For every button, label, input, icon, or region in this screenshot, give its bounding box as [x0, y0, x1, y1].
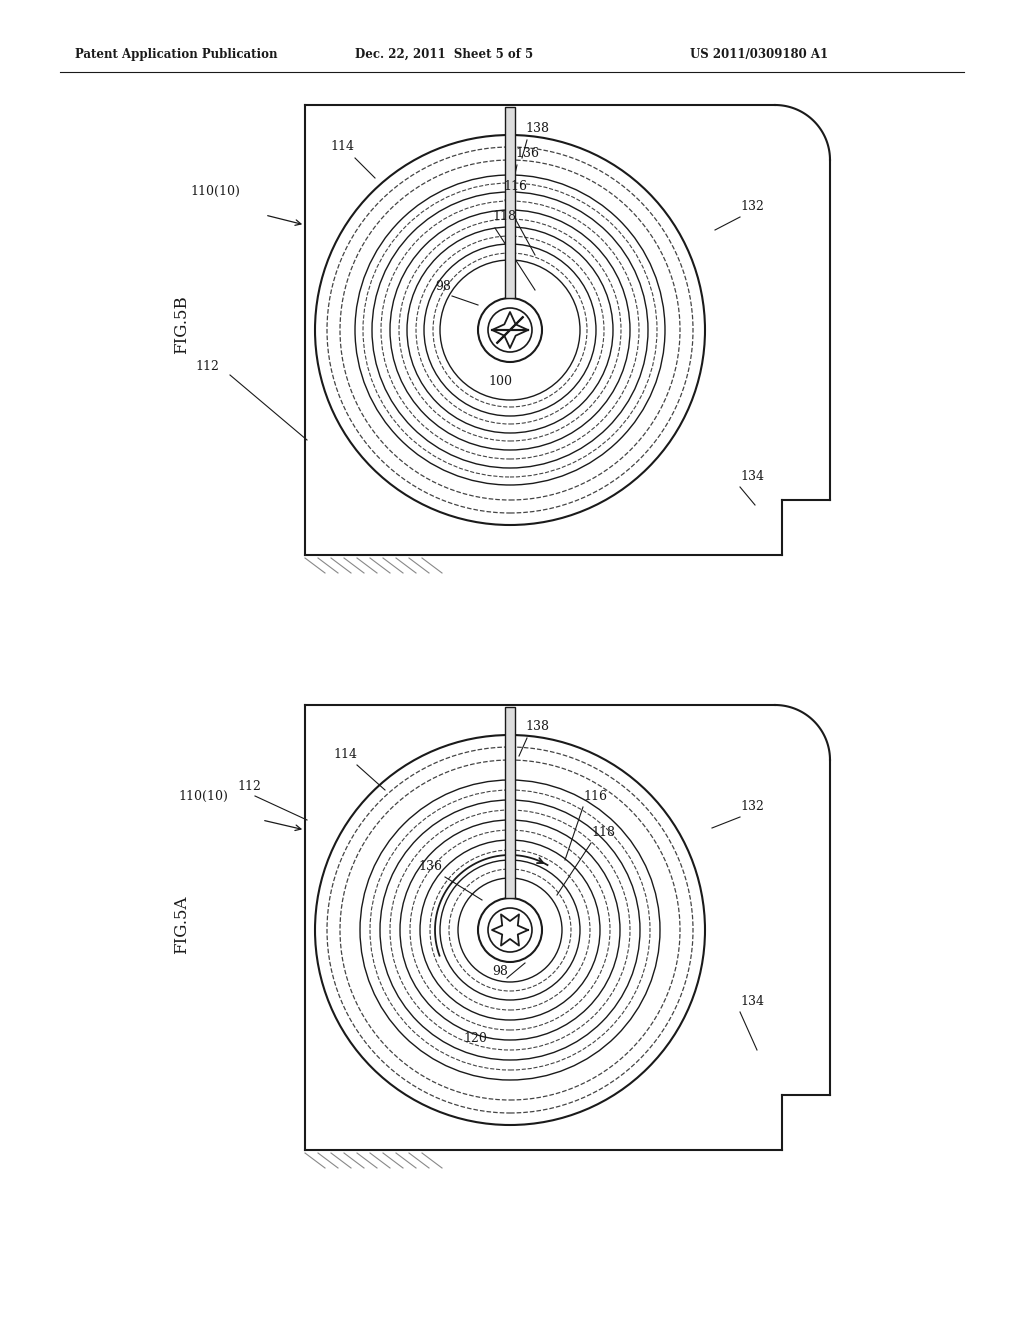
Text: 134: 134	[740, 470, 764, 483]
Bar	[505, 708, 515, 898]
Text: 110(10): 110(10)	[178, 789, 228, 803]
Text: 132: 132	[740, 800, 764, 813]
Text: 116: 116	[503, 180, 527, 193]
Bar	[505, 107, 515, 298]
Text: 114: 114	[330, 140, 354, 153]
Circle shape	[478, 298, 542, 362]
Circle shape	[488, 908, 532, 952]
Text: 114: 114	[333, 748, 357, 762]
Text: 138: 138	[525, 719, 549, 733]
Text: 134: 134	[740, 995, 764, 1008]
Text: FIG.5A: FIG.5A	[173, 895, 190, 954]
Text: 120: 120	[463, 1032, 486, 1045]
Text: Patent Application Publication: Patent Application Publication	[75, 48, 278, 61]
Text: 98: 98	[492, 965, 508, 978]
Text: 112: 112	[195, 360, 219, 374]
Text: 112: 112	[237, 780, 261, 793]
Text: 136: 136	[515, 147, 539, 160]
Circle shape	[478, 898, 542, 962]
Text: 116: 116	[583, 789, 607, 803]
Text: 132: 132	[740, 201, 764, 213]
Text: 118: 118	[492, 210, 516, 223]
Text: Dec. 22, 2011  Sheet 5 of 5: Dec. 22, 2011 Sheet 5 of 5	[355, 48, 534, 61]
Text: US 2011/0309180 A1: US 2011/0309180 A1	[690, 48, 828, 61]
Text: 110(10): 110(10)	[190, 185, 240, 198]
Circle shape	[488, 308, 532, 352]
Text: 118: 118	[591, 826, 615, 840]
Text: 138: 138	[525, 121, 549, 135]
Text: 98: 98	[435, 280, 451, 293]
Text: 136: 136	[418, 861, 442, 873]
Text: 100: 100	[488, 375, 512, 388]
Text: FIG.5B: FIG.5B	[173, 296, 190, 354]
